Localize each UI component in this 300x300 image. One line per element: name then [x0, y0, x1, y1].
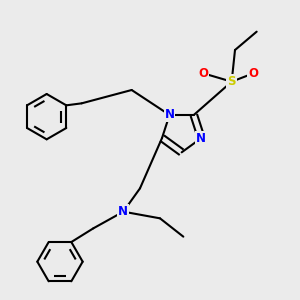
- Text: O: O: [248, 67, 258, 80]
- Text: N: N: [118, 205, 128, 218]
- Text: N: N: [164, 108, 175, 122]
- Text: O: O: [198, 67, 208, 80]
- Text: N: N: [196, 132, 206, 145]
- Text: S: S: [227, 75, 236, 88]
